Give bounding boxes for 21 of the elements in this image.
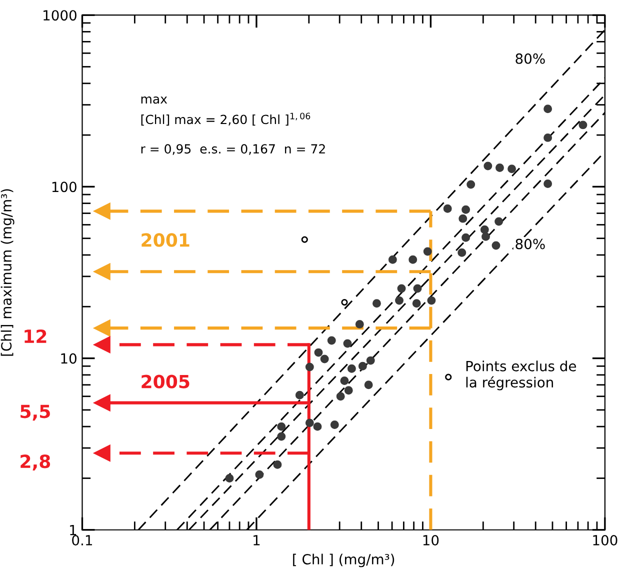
text: 12	[24, 329, 46, 343]
y-tick-label: 1	[70, 525, 76, 536]
x-tick-label: 0.1	[72, 534, 92, 546]
annotation: 2005	[142, 374, 190, 388]
y-axis-title: [Chl] maximum (mg/m³)	[0, 189, 14, 356]
legend-label: Points exclus de la régression	[466, 360, 576, 390]
annotation: r = 0,95 e.s. = 0,167 n = 72	[141, 144, 325, 155]
annotation: 80%	[516, 53, 545, 64]
annotation: 80%	[516, 238, 545, 250]
y-tick-label: 100	[52, 182, 76, 192]
annotation: max	[141, 96, 168, 104]
y-tick-label: 10	[61, 353, 76, 364]
annotation: [Chl] max = 2,60 [ Chl ]$^{1,06}$	[141, 112, 310, 126]
y-tick-label: 1000	[44, 10, 76, 21]
x-tick-label: 100	[593, 534, 618, 546]
text: 5,5	[20, 404, 50, 421]
text: 2,8	[20, 454, 50, 470]
annotation: 2001	[142, 233, 190, 247]
x-axis-title: [ Chl ] (mg/m³)	[293, 554, 394, 568]
x-tick-label: 10	[423, 534, 439, 546]
x-tick-label: 1	[254, 535, 260, 546]
